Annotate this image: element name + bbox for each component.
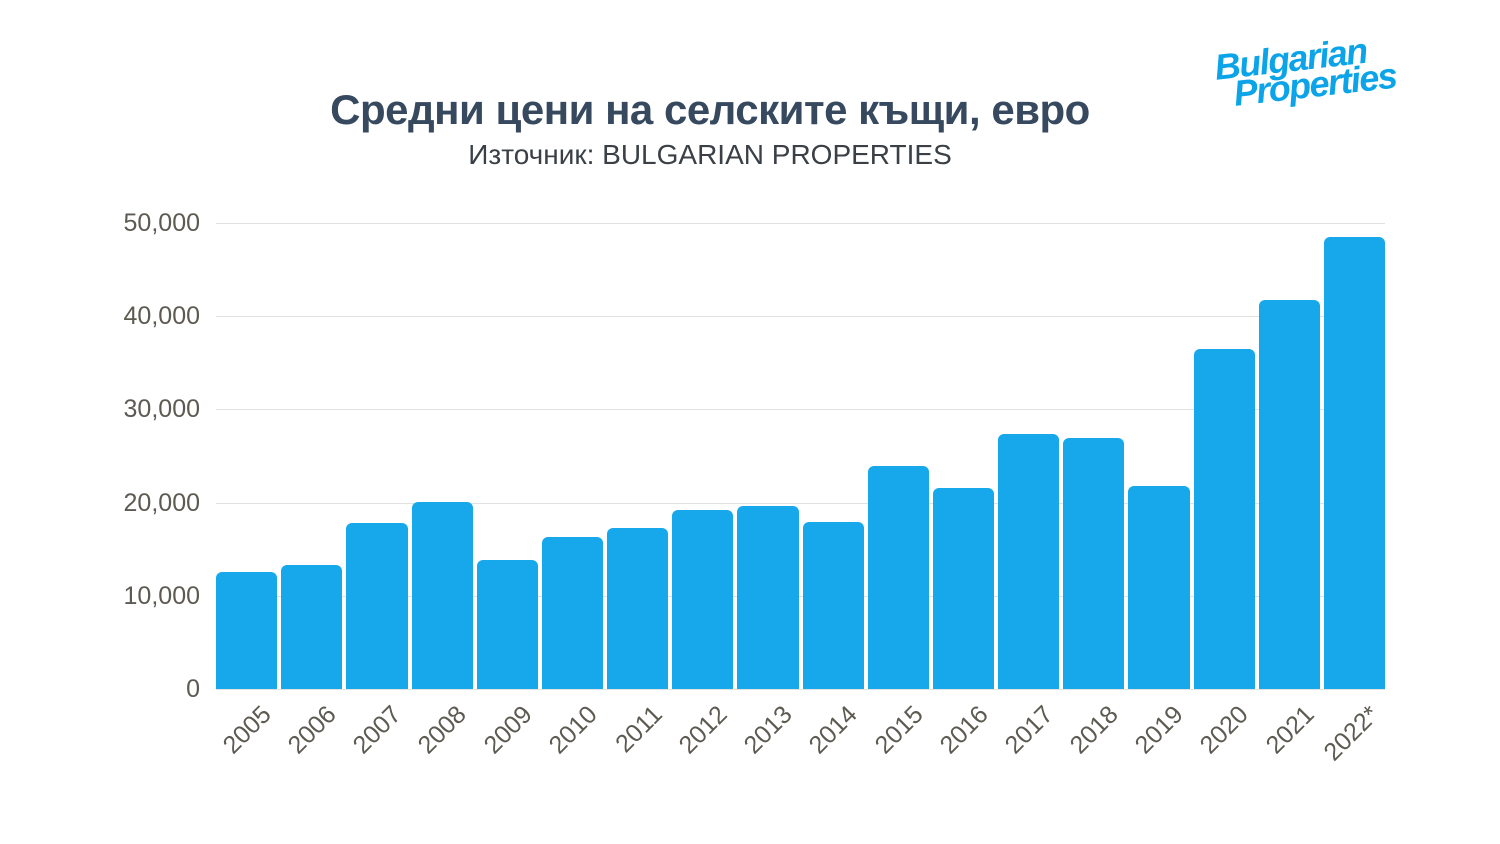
bar-2006 [281, 565, 343, 689]
gridline-50,000 [216, 223, 1385, 224]
x-axis-tick-label-2006: 2006 [282, 700, 342, 760]
x-axis-tick-label-2022*: 2022* [1318, 700, 1385, 767]
bar-2012 [672, 510, 734, 689]
x-axis-tick-label-2011: 2011 [609, 700, 668, 759]
y-axis-tick-label-40,000: 40,000 [123, 302, 200, 331]
bar-2010 [541, 537, 604, 689]
bar-2008 [411, 501, 473, 689]
x-axis-tick-label-2012: 2012 [673, 700, 733, 760]
gridline-30,000 [216, 409, 1385, 411]
x-axis-tick-label-2019: 2019 [1129, 700, 1189, 760]
bar-2017 [998, 433, 1060, 689]
bar-2009 [476, 560, 538, 689]
bar-2005 [216, 571, 278, 689]
gridline-20,000 [216, 502, 1385, 504]
gridline-0 [216, 689, 1385, 690]
x-axis-tick-label-2013: 2013 [738, 700, 798, 760]
bar-2016 [932, 487, 995, 689]
y-axis-tick-label-0: 0 [186, 675, 200, 703]
x-axis-tick-label-2016: 2016 [934, 700, 994, 760]
x-axis-tick-label-2018: 2018 [1064, 700, 1124, 760]
x-axis-tick-label-2020: 2020 [1195, 700, 1255, 760]
bar-2019 [1128, 485, 1190, 689]
x-axis-tick-label-2014: 2014 [804, 700, 864, 760]
x-axis-tick-label-2015: 2015 [869, 700, 929, 760]
x-axis-tick-label-2017: 2017 [999, 700, 1059, 760]
x-axis-tick-label-2021: 2021 [1260, 700, 1320, 760]
x-axis-tick-label-2005: 2005 [217, 700, 277, 760]
chart-subtitle: Източник: BULGARIAN PROPERTIES [468, 139, 952, 170]
y-axis-tick-label-10,000: 10,000 [123, 581, 200, 610]
bar-2007 [346, 523, 408, 689]
bar-2015 [867, 466, 929, 689]
x-axis-tick-label-2010: 2010 [543, 700, 603, 760]
x-axis-tick-label-2009: 2009 [478, 700, 538, 760]
x-axis-tick-label-2007: 2007 [347, 700, 407, 760]
bar-2013 [737, 506, 799, 689]
bar-2022* [1323, 237, 1386, 689]
y-axis-tick-label-50,000: 50,000 [123, 209, 200, 237]
bar-2020 [1193, 348, 1255, 689]
chart-title: Средни цени на селските къщи, евро [330, 86, 1090, 133]
y-axis-tick-label-30,000: 30,000 [123, 395, 200, 424]
gridline-10,000 [216, 595, 1385, 597]
bar-2018 [1063, 438, 1125, 689]
y-axis-tick-label-20,000: 20,000 [123, 488, 200, 517]
bar-2014 [802, 522, 864, 689]
gridline-40,000 [216, 316, 1385, 318]
bars-layer [216, 223, 1386, 689]
bar-2011 [607, 527, 669, 689]
x-axis-tick-label-2008: 2008 [413, 700, 473, 760]
bar-2021 [1258, 300, 1320, 689]
